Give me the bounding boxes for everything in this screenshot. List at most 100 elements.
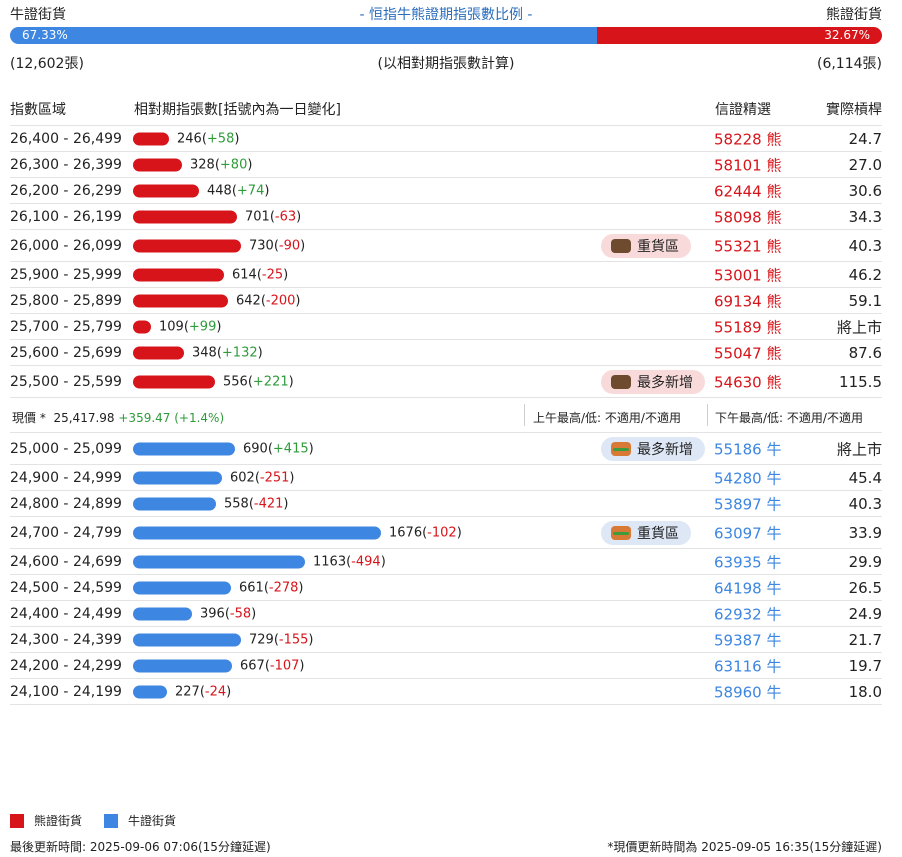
contracts-value: 661(-278) (239, 580, 304, 595)
paren: ( (254, 470, 260, 485)
bear-row: 26,100 - 26,199 701(-63) 58098 熊 34.3 (10, 204, 882, 230)
range-label: 26,000 - 26,099 (10, 237, 122, 254)
paren: ( (247, 374, 253, 389)
spot-price: 現價 * 25,417.98 +359.47 (+1.4%) (12, 409, 224, 426)
daily-change: -63 (274, 209, 297, 224)
bull-contracts-bar (133, 471, 222, 484)
selected-cbbc-link[interactable]: 58960 牛 (714, 683, 782, 701)
contracts-count: 1163 (313, 554, 347, 569)
effective-gearing: 40.3 (848, 236, 882, 255)
range-label: 26,300 - 26,399 (10, 156, 122, 173)
bear-row: 25,600 - 25,699 348(+132) 55047 熊 87.6 (10, 340, 882, 366)
selected-cbbc-link[interactable]: 54630 熊 (714, 373, 782, 391)
contracts-count: 109 (159, 319, 184, 334)
selected-cbbc-link[interactable]: 55189 熊 (714, 318, 782, 336)
paren: ) (264, 183, 270, 198)
contracts-value: 667(-107) (240, 658, 305, 673)
spot-label: 現價 * (12, 411, 46, 425)
selected-cbbc-link[interactable]: 54280 牛 (714, 469, 782, 487)
paren: ) (283, 267, 289, 282)
selected-cbbc-link[interactable]: 55321 熊 (714, 237, 782, 255)
spot-updated: *現價更新時間為 2025-09-05 16:35(15分鐘延遲) (607, 840, 882, 854)
contracts-value: 730(-90) (249, 238, 305, 253)
selected-cbbc-link[interactable]: 58098 熊 (714, 208, 782, 226)
tag-label: 重貨區 (637, 238, 679, 255)
contracts-count: 328 (190, 157, 215, 172)
range-label: 24,200 - 24,299 (10, 657, 122, 674)
selected-cbbc-link[interactable]: 62932 牛 (714, 605, 782, 623)
contracts-value: 602(-251) (230, 470, 295, 485)
contracts-value: 642(-200) (236, 293, 301, 308)
effective-gearing: 24.9 (848, 604, 882, 623)
effective-gearing: 87.6 (848, 343, 882, 362)
page-title: - 恒指牛熊證期指張數比例 - (359, 7, 533, 23)
effective-gearing: 30.6 (848, 181, 882, 200)
column-contracts: 相對期指張數[括號內為一日變化] (134, 102, 341, 118)
bear-contracts-bar (133, 268, 224, 281)
selected-cbbc-link[interactable]: 53897 牛 (714, 495, 782, 513)
selected-cbbc-link[interactable]: 55047 熊 (714, 344, 782, 362)
bull-contracts-bar (133, 497, 216, 510)
bear-row: 25,900 - 25,999 614(-25) 53001 熊 46.2 (10, 262, 882, 288)
contracts-count: 667 (240, 658, 265, 673)
ratio-header: 牛證街貨 - 恒指牛熊證期指張數比例 - 熊證街貨 (10, 4, 882, 24)
spot-price-row: 現價 * 25,417.98 +359.47 (+1.4%) 上午最高/低: 不… (10, 398, 882, 433)
bull-row: 24,200 - 24,299 667(-107) 63116 牛 19.7 (10, 653, 882, 679)
range-label: 26,200 - 26,299 (10, 182, 122, 199)
selected-cbbc-link[interactable]: 63935 牛 (714, 553, 782, 571)
paren: ( (201, 131, 207, 146)
paren: ) (300, 238, 306, 253)
cbbc-distribution-table: 指數區域 相對期指張數[括號內為一日變化] 信證精選 實際槓桿 26,400 -… (10, 95, 882, 705)
selected-cbbc-link[interactable]: 64198 牛 (714, 579, 782, 597)
tag-label: 最多新增 (637, 374, 693, 391)
basis-note: (以相對期指張數計算) (377, 56, 515, 72)
range-label: 24,500 - 24,599 (10, 579, 122, 596)
contracts-count: 661 (239, 580, 264, 595)
bear-swatch (10, 813, 24, 828)
bear-count: (6,114張) (816, 56, 882, 72)
paren: ) (257, 345, 263, 360)
paren: ( (199, 684, 205, 699)
bear-contracts-bar (133, 184, 199, 197)
bear-rows: 26,400 - 26,499 246(+58) 58228 熊 24.7 26,300… (10, 126, 882, 398)
bull-contracts-bar (133, 685, 167, 698)
am-high-low: 上午最高/低: 不適用/不適用 (533, 411, 681, 425)
contracts-value: 348(+132) (192, 345, 263, 360)
selected-cbbc-link[interactable]: 62444 熊 (714, 182, 782, 200)
selected-cbbc-link[interactable]: 63116 牛 (714, 657, 782, 675)
bull-row: 24,900 - 24,999 602(-251) 54280 牛 45.4 (10, 465, 882, 491)
paren: ( (346, 554, 352, 569)
bear-row: 25,500 - 25,599 556(+221) 最多新增 54630 熊 115.5 (10, 366, 882, 398)
daily-change: +221 (252, 374, 289, 389)
contracts-value: 328(+80) (190, 157, 252, 172)
contracts-count: 1676 (389, 525, 423, 540)
daily-change: -25 (261, 267, 284, 282)
daily-change: -421 (253, 496, 284, 511)
contracts-count: 614 (232, 267, 257, 282)
paren: ( (260, 293, 266, 308)
legend: 熊證街貨 牛證街貨 (10, 812, 198, 829)
paren: ( (422, 525, 428, 540)
selected-cbbc-link[interactable]: 69134 熊 (714, 292, 782, 310)
selected-cbbc-link[interactable]: 55186 牛 (714, 440, 782, 458)
selected-cbbc-link[interactable]: 53001 熊 (714, 266, 782, 284)
bear-contracts-bar (133, 320, 151, 333)
effective-gearing: 26.5 (848, 578, 882, 597)
contracts-value: 556(+221) (223, 374, 294, 389)
selected-cbbc-link[interactable]: 58228 熊 (714, 130, 782, 148)
contracts-count: 730 (249, 238, 274, 253)
selected-cbbc-link[interactable]: 59387 牛 (714, 631, 782, 649)
contracts-value: 246(+58) (177, 131, 239, 146)
bull-row: 24,800 - 24,899 558(-421) 53897 牛 40.3 (10, 491, 882, 517)
contracts-value: 614(-25) (232, 267, 288, 282)
bull-contracts-bar (133, 581, 231, 594)
bear-row: 26,300 - 26,399 328(+80) 58101 熊 27.0 (10, 152, 882, 178)
bear-title: 熊證街貨 (826, 7, 882, 23)
bear-icon (611, 238, 631, 253)
bear-contracts-bar (133, 239, 241, 252)
tag-label: 重貨區 (637, 525, 679, 542)
selected-cbbc-link[interactable]: 63097 牛 (714, 524, 782, 542)
bear-ratio-segment: 32.67% (597, 27, 882, 44)
selected-cbbc-link[interactable]: 58101 熊 (714, 156, 782, 174)
bull-contracts-bar (133, 659, 232, 672)
